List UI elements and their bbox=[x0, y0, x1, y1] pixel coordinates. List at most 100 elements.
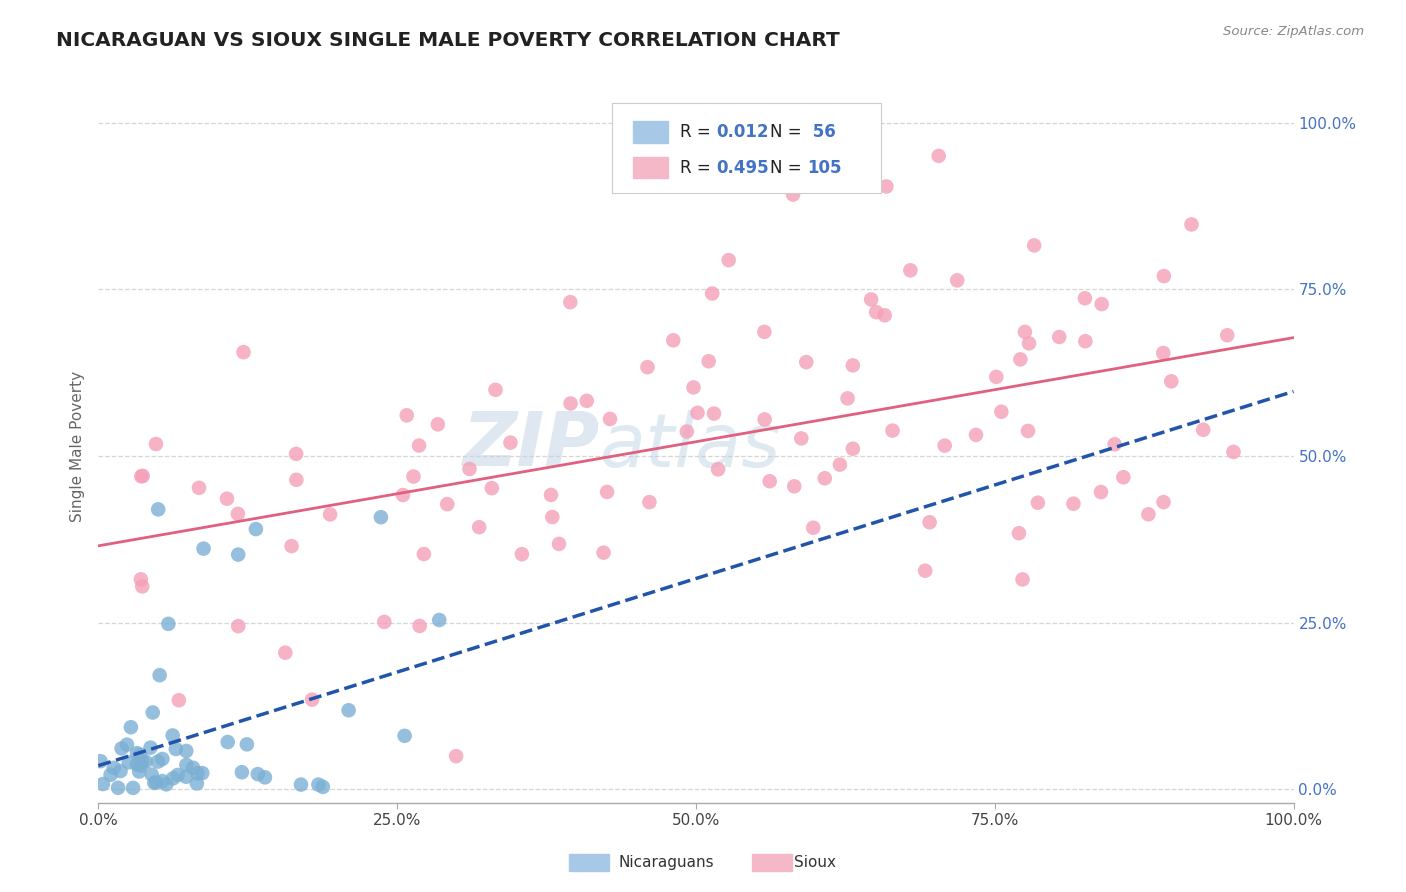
Point bbox=[458, 462, 481, 476]
Point bbox=[337, 703, 360, 717]
Point bbox=[1024, 238, 1046, 252]
Point bbox=[118, 756, 141, 770]
Point bbox=[312, 780, 335, 794]
Point bbox=[231, 765, 253, 780]
Point bbox=[373, 615, 395, 629]
Point bbox=[131, 579, 153, 593]
Point bbox=[301, 692, 323, 706]
Point bbox=[103, 761, 125, 775]
Point bbox=[426, 417, 449, 432]
Point bbox=[125, 757, 148, 772]
Point bbox=[1017, 424, 1039, 438]
Point bbox=[146, 755, 169, 769]
Text: ZIP: ZIP bbox=[463, 409, 600, 483]
Point bbox=[157, 616, 180, 631]
Point bbox=[408, 438, 430, 452]
Point bbox=[758, 474, 780, 488]
Point bbox=[1112, 470, 1135, 484]
FancyBboxPatch shape bbox=[633, 157, 668, 178]
Point bbox=[873, 308, 896, 322]
Point bbox=[801, 521, 824, 535]
Point bbox=[510, 547, 533, 561]
Point bbox=[129, 758, 152, 772]
Point bbox=[412, 547, 434, 561]
Point bbox=[145, 437, 167, 451]
Point bbox=[395, 409, 418, 423]
Point bbox=[274, 646, 297, 660]
Point bbox=[1047, 330, 1070, 344]
Point bbox=[166, 768, 188, 782]
Point bbox=[141, 767, 163, 781]
Point bbox=[882, 424, 904, 438]
Point bbox=[226, 507, 249, 521]
Point bbox=[599, 412, 621, 426]
Point bbox=[125, 746, 148, 760]
Point bbox=[717, 253, 740, 268]
Point bbox=[89, 754, 111, 768]
Text: Sioux: Sioux bbox=[794, 855, 837, 870]
Point bbox=[865, 305, 887, 319]
Point bbox=[290, 778, 312, 792]
Point bbox=[436, 497, 458, 511]
Point bbox=[1074, 291, 1097, 305]
Point bbox=[217, 735, 239, 749]
Point bbox=[1137, 508, 1160, 522]
Point bbox=[107, 780, 129, 795]
Point bbox=[155, 777, 177, 791]
Point bbox=[898, 263, 921, 277]
Text: atlas: atlas bbox=[600, 410, 782, 482]
Point bbox=[875, 179, 897, 194]
Point bbox=[145, 775, 167, 789]
Point bbox=[918, 515, 941, 529]
Point bbox=[162, 729, 184, 743]
Point bbox=[408, 619, 430, 633]
Point bbox=[131, 469, 153, 483]
Point bbox=[541, 510, 564, 524]
Point bbox=[837, 392, 859, 406]
Point bbox=[1010, 352, 1032, 367]
Point bbox=[307, 778, 329, 792]
Point bbox=[1222, 445, 1244, 459]
Point bbox=[703, 407, 725, 421]
Text: 0.495: 0.495 bbox=[716, 159, 769, 177]
Point bbox=[682, 380, 704, 394]
Point bbox=[1018, 336, 1040, 351]
Point bbox=[638, 495, 661, 509]
Point bbox=[697, 354, 720, 368]
Point bbox=[946, 273, 969, 287]
Point bbox=[319, 508, 342, 522]
Point bbox=[1090, 485, 1112, 500]
Point bbox=[468, 520, 491, 534]
Y-axis label: Single Male Poverty: Single Male Poverty bbox=[70, 370, 86, 522]
Point bbox=[129, 747, 152, 762]
Point bbox=[148, 502, 170, 516]
Point bbox=[120, 720, 142, 734]
Text: Nicaraguans: Nicaraguans bbox=[619, 855, 714, 870]
Point bbox=[427, 613, 450, 627]
Point bbox=[174, 744, 197, 758]
Text: R =: R = bbox=[681, 123, 717, 141]
Point bbox=[444, 749, 467, 764]
Point bbox=[150, 774, 173, 789]
Point bbox=[129, 572, 152, 586]
Point bbox=[193, 541, 215, 556]
Point bbox=[914, 564, 936, 578]
FancyBboxPatch shape bbox=[633, 121, 668, 143]
Point bbox=[1153, 269, 1175, 284]
Point bbox=[392, 488, 415, 502]
Point bbox=[1104, 437, 1126, 451]
Point bbox=[986, 370, 1008, 384]
Point bbox=[560, 295, 582, 310]
Point bbox=[934, 439, 956, 453]
Point bbox=[596, 485, 619, 500]
Point bbox=[990, 405, 1012, 419]
Point bbox=[560, 396, 582, 410]
Point bbox=[236, 737, 259, 751]
Point bbox=[280, 539, 302, 553]
Point bbox=[499, 435, 522, 450]
Point bbox=[1062, 497, 1084, 511]
Point bbox=[149, 668, 172, 682]
Point bbox=[181, 761, 204, 775]
Point bbox=[928, 149, 950, 163]
Point bbox=[246, 767, 269, 781]
